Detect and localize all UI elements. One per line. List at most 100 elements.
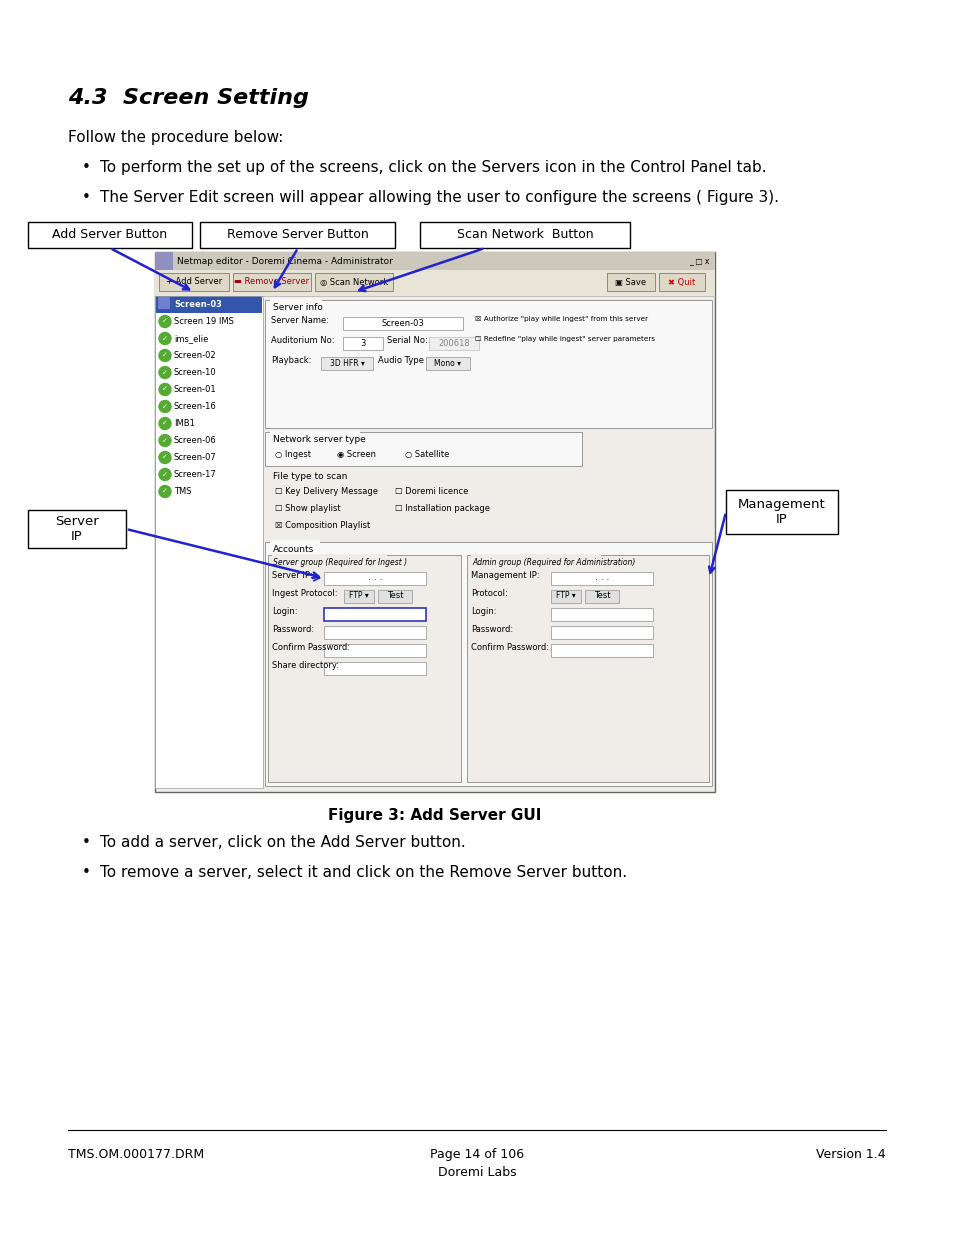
FancyBboxPatch shape <box>467 555 708 782</box>
Text: . . .: . . . <box>368 573 382 583</box>
Text: Screen-10: Screen-10 <box>173 368 216 377</box>
Text: ✓: ✓ <box>162 352 168 358</box>
Text: ☐ Doremi licence: ☐ Doremi licence <box>395 487 468 496</box>
Text: ▬ Remove Server: ▬ Remove Server <box>234 278 309 287</box>
Text: Share directory:: Share directory: <box>272 661 338 671</box>
Text: Server IP:: Server IP: <box>272 571 313 580</box>
Bar <box>429 337 478 350</box>
Text: Serial No:: Serial No: <box>387 336 427 345</box>
Circle shape <box>159 332 171 345</box>
Text: Login:: Login: <box>272 606 297 616</box>
Text: ◉ Screen: ◉ Screen <box>336 450 375 459</box>
Text: •: • <box>82 864 91 881</box>
Text: ☒ Composition Playlist: ☒ Composition Playlist <box>274 521 370 530</box>
Bar <box>725 490 837 534</box>
Bar <box>324 608 426 621</box>
Text: ✓: ✓ <box>162 336 168 342</box>
Text: ✓: ✓ <box>162 489 168 494</box>
Text: Server Name:: Server Name: <box>271 316 329 325</box>
Bar <box>270 430 359 440</box>
Text: Screen-02: Screen-02 <box>173 351 216 359</box>
Bar <box>156 296 262 312</box>
FancyBboxPatch shape <box>314 273 393 291</box>
Text: Login:: Login: <box>471 606 496 616</box>
Bar <box>344 590 374 603</box>
Text: . . .: . . . <box>594 573 609 583</box>
Text: ✓: ✓ <box>162 437 168 443</box>
Text: ▣ Save: ▣ Save <box>615 278 646 287</box>
Text: •: • <box>82 190 91 205</box>
Text: ☐ Show playlist: ☐ Show playlist <box>274 504 340 513</box>
Text: Remove Server Button: Remove Server Button <box>227 228 368 242</box>
Bar <box>551 590 580 603</box>
Circle shape <box>159 384 171 395</box>
Bar <box>320 357 373 370</box>
Text: •: • <box>82 161 91 175</box>
Text: 200618: 200618 <box>437 338 470 347</box>
Text: To remove a server, select it and click on the Remove Server button.: To remove a server, select it and click … <box>100 864 626 881</box>
Circle shape <box>159 417 171 430</box>
Text: 4.3  Screen Setting: 4.3 Screen Setting <box>68 88 309 107</box>
Circle shape <box>159 367 171 378</box>
Text: Test: Test <box>593 592 610 600</box>
Text: IMB1: IMB1 <box>173 419 194 429</box>
Text: Screen-03: Screen-03 <box>381 319 424 327</box>
Bar <box>471 555 600 563</box>
Text: Management IP:: Management IP: <box>471 571 539 580</box>
Bar <box>154 252 172 270</box>
Bar <box>154 270 714 296</box>
Bar <box>154 296 263 788</box>
Text: Follow the procedure below:: Follow the procedure below: <box>68 130 283 144</box>
FancyBboxPatch shape <box>268 555 460 782</box>
Bar <box>551 643 652 657</box>
Text: ✓: ✓ <box>162 472 168 478</box>
Text: Mono ▾: Mono ▾ <box>434 358 461 368</box>
Text: ○ Ingest: ○ Ingest <box>274 450 311 459</box>
Text: Password:: Password: <box>471 625 513 634</box>
Text: ☐ Key Delivery Message: ☐ Key Delivery Message <box>274 487 377 496</box>
Circle shape <box>159 485 171 498</box>
Text: Management
IP: Management IP <box>738 498 825 526</box>
Bar <box>324 626 426 638</box>
Text: Server
IP: Server IP <box>55 515 99 543</box>
Text: ✓: ✓ <box>162 369 168 375</box>
Text: Screen 19 IMS: Screen 19 IMS <box>173 317 233 326</box>
Text: 3: 3 <box>360 338 365 347</box>
Text: Page 14 of 106: Page 14 of 106 <box>430 1149 523 1161</box>
Bar <box>154 252 714 792</box>
Bar <box>377 590 412 603</box>
Text: ☐ Installation package: ☐ Installation package <box>395 504 490 513</box>
Text: Doremi Labs: Doremi Labs <box>437 1166 516 1179</box>
Text: Figure 3: Add Server GUI: Figure 3: Add Server GUI <box>328 808 541 823</box>
Bar <box>270 540 319 550</box>
Text: Confirm Password:: Confirm Password: <box>471 643 548 652</box>
Text: ☒ Authorize "play while ingest" from this server: ☒ Authorize "play while ingest" from thi… <box>475 316 647 322</box>
Circle shape <box>159 468 171 480</box>
Bar <box>324 662 426 676</box>
Bar <box>551 572 652 585</box>
Text: ☐ Redefine "play while ingest" server parameters: ☐ Redefine "play while ingest" server pa… <box>475 336 655 342</box>
FancyBboxPatch shape <box>265 432 581 466</box>
Text: ✖ Quit: ✖ Quit <box>668 278 695 287</box>
Text: Playback:: Playback: <box>271 356 311 366</box>
Text: _ □ x: _ □ x <box>688 257 708 266</box>
Text: Server info: Server info <box>273 303 322 312</box>
Text: Ingest Protocol:: Ingest Protocol: <box>272 589 337 598</box>
Bar <box>154 252 714 270</box>
Bar <box>343 337 382 350</box>
Text: Confirm Password:: Confirm Password: <box>272 643 350 652</box>
Text: ✓: ✓ <box>162 319 168 325</box>
Text: •: • <box>82 835 91 850</box>
Text: ✓: ✓ <box>162 420 168 426</box>
Text: TMS.OM.000177.DRM: TMS.OM.000177.DRM <box>68 1149 204 1161</box>
Text: Auditorium No:: Auditorium No: <box>271 336 335 345</box>
Bar <box>551 608 652 621</box>
Text: File type to scan: File type to scan <box>273 472 347 480</box>
Text: ○ Satellite: ○ Satellite <box>405 450 449 459</box>
Text: Password:: Password: <box>272 625 314 634</box>
Bar <box>426 357 470 370</box>
Text: Screen-16: Screen-16 <box>173 403 216 411</box>
Circle shape <box>159 435 171 447</box>
Bar <box>584 590 618 603</box>
Text: ✓: ✓ <box>162 404 168 410</box>
